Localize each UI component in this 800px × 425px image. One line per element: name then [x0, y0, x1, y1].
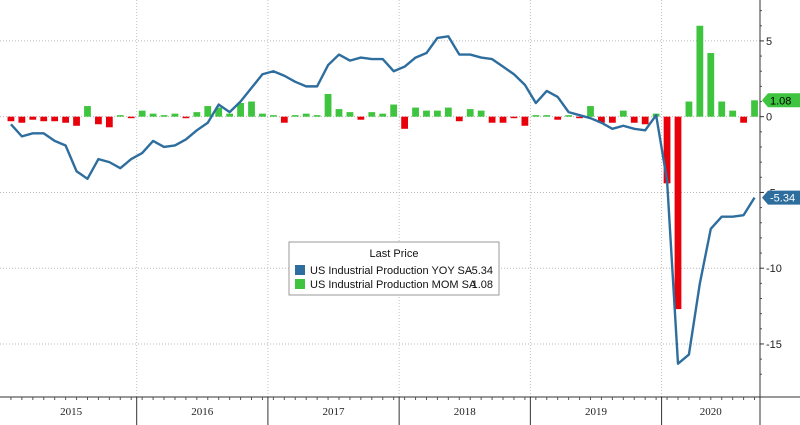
- bar-mark: [444, 107, 452, 117]
- y-tick-label: -15: [766, 339, 782, 351]
- legend: Last Price US Industrial Production YOY …: [288, 241, 500, 296]
- bar-mark: [248, 101, 255, 117]
- bar-mark: [477, 110, 485, 117]
- bar-mark: [346, 112, 354, 117]
- bar-mark: [160, 115, 168, 117]
- last-value-badge-label: -5.34: [770, 193, 795, 205]
- last-value-badge-label: 1.08: [770, 95, 791, 107]
- bar-mark: [587, 106, 594, 117]
- bar-mark: [291, 115, 299, 117]
- bar-mark: [532, 115, 540, 117]
- mom-bar-series: [7, 25, 758, 310]
- last-price-badges: 1.08 -5.34: [762, 93, 800, 205]
- bar-mark: [269, 115, 277, 117]
- bar-mark: [116, 115, 124, 117]
- bar-mark: [663, 116, 671, 184]
- bar-mark: [226, 113, 234, 117]
- legend-box: [288, 241, 500, 296]
- last-value-badge: [762, 190, 800, 205]
- bar-mark: [84, 106, 91, 117]
- y-axis: 50-5-10-15: [759, 0, 782, 425]
- bar-mark: [619, 110, 627, 117]
- bar-mark: [434, 110, 441, 117]
- x-tick-label: 2018: [454, 406, 477, 418]
- bar-mark: [105, 116, 113, 128]
- bar-mark: [554, 116, 562, 120]
- bar-mark: [95, 116, 102, 125]
- bar-mark: [608, 116, 616, 123]
- legend-label-mom: US Industrial Production MOM SA: [310, 279, 477, 291]
- bar-mark: [149, 113, 157, 117]
- bar-mark: [204, 106, 212, 117]
- bar-mark: [510, 116, 518, 119]
- bar-mark: [466, 109, 474, 117]
- bar-mark: [51, 116, 59, 122]
- bar-mark: [357, 116, 365, 120]
- bar-mark: [718, 101, 726, 117]
- bar-mark: [565, 115, 573, 117]
- bar-mark: [598, 116, 605, 123]
- bar-mark: [499, 116, 507, 123]
- bar-mark: [488, 116, 496, 123]
- bar-mark: [740, 116, 747, 123]
- bar-mark: [215, 107, 223, 117]
- bar-mark: [543, 115, 551, 117]
- bar-mark: [379, 113, 387, 117]
- bar-mark: [302, 113, 310, 117]
- x-axis: 2015 2016 2017 2018 2019 2020: [0, 396, 800, 425]
- bar-mark: [521, 116, 529, 126]
- bar-mark: [280, 116, 288, 123]
- bar-mark: [127, 116, 135, 119]
- bar-mark: [40, 116, 48, 122]
- bar-mark: [412, 107, 419, 117]
- last-value-badge: [762, 93, 800, 108]
- bar-mark: [696, 25, 704, 117]
- bar-mark: [324, 93, 332, 117]
- bar-mark: [630, 116, 638, 123]
- bar-mark: [29, 116, 37, 120]
- bar-mark: [368, 112, 376, 117]
- x-tick-label: 2019: [585, 406, 608, 418]
- bar-mark: [7, 116, 15, 122]
- x-tick-label: 2015: [60, 406, 83, 418]
- y-tick-label: 5: [766, 36, 772, 48]
- bar-mark: [193, 112, 201, 117]
- bar-mark: [641, 116, 649, 125]
- bar-mark: [401, 116, 408, 129]
- legend-value-yoy: -5.34: [468, 265, 493, 277]
- bar-mark: [729, 110, 737, 117]
- legend-value-mom: 1.08: [472, 279, 493, 291]
- bar-mark: [674, 116, 682, 310]
- legend-title: Last Price: [370, 248, 419, 260]
- x-tick-label: 2020: [700, 406, 723, 418]
- bar-mark: [313, 115, 321, 117]
- bar-mark: [685, 101, 693, 117]
- bar-mark: [138, 110, 146, 117]
- bar-mark: [707, 53, 715, 117]
- bar-mark: [751, 100, 758, 117]
- yoy-line-series: [10, 35, 756, 365]
- bar-mark: [390, 104, 398, 117]
- bar-mark: [73, 116, 80, 126]
- y-tick-label: -10: [766, 263, 782, 275]
- legend-swatch-yoy: [295, 265, 305, 275]
- yoy-line: [10, 35, 756, 365]
- bar-mark: [423, 110, 430, 117]
- bar-mark: [62, 116, 70, 123]
- x-tick-label: 2017: [323, 406, 346, 418]
- bar-mark: [576, 116, 583, 119]
- bar-mark: [237, 103, 244, 117]
- y-tick-label: 0: [766, 112, 772, 124]
- x-tick-label: 2016: [191, 406, 214, 418]
- bar-mark: [18, 116, 26, 123]
- bar-mark: [455, 116, 463, 122]
- bar-mark: [182, 116, 190, 119]
- bar-mark: [335, 109, 343, 117]
- legend-label-yoy: US Industrial Production YOY SA: [310, 265, 473, 277]
- bar-mark: [171, 113, 179, 117]
- bar-mark: [259, 113, 266, 117]
- legend-swatch-mom: [295, 279, 305, 289]
